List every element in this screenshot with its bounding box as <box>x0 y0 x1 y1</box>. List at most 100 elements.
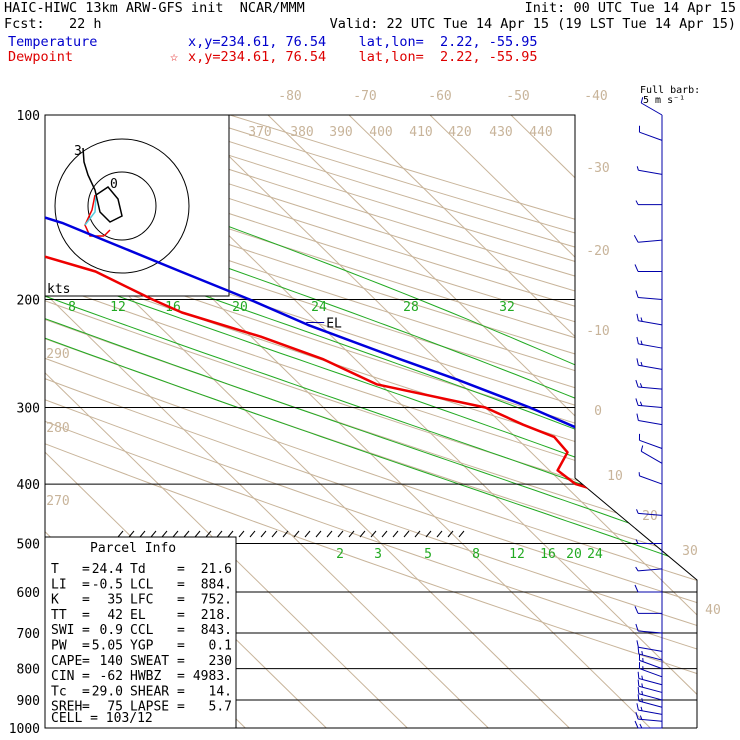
theta-label: 410 <box>409 125 432 140</box>
parcel-equals: = <box>177 623 185 638</box>
dry-adiabat <box>45 115 697 728</box>
moist-adiabat <box>45 115 697 728</box>
wind-barb <box>638 364 663 370</box>
mixing-ratio-label: 2 <box>336 547 344 562</box>
hatch-mark <box>447 530 454 538</box>
wind-barb-feather <box>637 686 640 694</box>
mixing-ratio-label: 20 <box>566 547 582 562</box>
hodograph-cyan-trace <box>84 194 97 226</box>
isotherm-label: -60 <box>428 89 451 104</box>
parcel-param-name: LI <box>51 577 67 592</box>
pressure-label: 600 <box>17 586 40 601</box>
wind-barb <box>638 404 663 408</box>
wind-barb <box>638 320 663 326</box>
wind-barb <box>639 668 663 678</box>
isotherm-label: 20 <box>642 509 658 524</box>
parcel-param-name: CAPE <box>51 654 82 669</box>
dewpoint-star-icon: ☆ <box>170 49 179 65</box>
parcel-equals: = <box>82 684 90 699</box>
pressure-label: 700 <box>17 627 40 642</box>
wind-barb-half-feather <box>640 317 643 322</box>
parcel-param-name: SWEAT <box>130 654 169 669</box>
parcel-param-name: SREH <box>51 700 82 715</box>
wind-barb-half-feather <box>640 706 643 711</box>
parcel-equals: = <box>177 562 185 577</box>
wind-barb-feather <box>636 703 639 711</box>
hatch-mark <box>128 530 135 538</box>
dry-adiabat <box>45 115 697 728</box>
parcel-param-value: 42 <box>107 608 123 623</box>
wind-barb-half-feather <box>636 166 639 171</box>
wind-barb-feather <box>635 290 639 298</box>
parcel-cell: CELL = 103/12 <box>51 711 153 726</box>
wind-barb-half-feather <box>635 200 639 205</box>
mixing-ratio-line <box>736 484 740 728</box>
hatch-mark <box>183 530 190 538</box>
forecast-hour: Fcst: 22 h <box>4 16 102 32</box>
isotherm-label: 40 <box>705 603 721 618</box>
hatch-mark <box>161 530 168 538</box>
parcel-param-name: HWBZ <box>130 669 161 684</box>
theta-label: 420 <box>448 125 471 140</box>
wind-barb-feather <box>640 97 644 104</box>
parcel-param-name: PW <box>51 639 67 654</box>
hatch-mark <box>139 530 146 538</box>
parcel-param-value: 230 <box>209 654 232 669</box>
level-label-el: EL <box>326 316 342 331</box>
parcel-param-name: SWI <box>51 623 74 638</box>
moist-adiabat-label: 20 <box>232 300 248 315</box>
wind-barb-feather <box>640 445 644 452</box>
parcel-param-name: K <box>51 593 59 608</box>
moist-adiabat <box>45 115 697 728</box>
pressure-label: 800 <box>17 663 40 678</box>
moist-adiabat-label: 8 <box>68 300 76 315</box>
parcel-param-name: SHEAR <box>130 684 169 699</box>
parcel-param-name: LAPSE <box>130 700 169 715</box>
wind-barb <box>638 700 663 708</box>
theta-label: 280 <box>46 421 69 436</box>
wind-barb <box>638 678 663 686</box>
dewpoint-location: x,y=234.61, 76.54 lat,lon= 2.22, -55.95 <box>188 49 538 65</box>
wind-barb-half-feather <box>639 723 643 729</box>
hatch-mark <box>304 530 311 538</box>
hatch-mark <box>271 530 278 538</box>
wind-barb <box>638 239 663 243</box>
parcel-equals: = <box>82 562 90 577</box>
mixing-ratio-label: 24 <box>587 547 603 562</box>
parcel-param-name: Tc <box>51 684 67 699</box>
hatch-mark <box>414 530 421 538</box>
dry-adiabat <box>45 115 697 728</box>
parcel-param-value: 752. <box>201 593 232 608</box>
parcel-param-value: 21.6 <box>201 562 232 577</box>
moist-adiabat <box>45 115 697 728</box>
hatch-mark <box>337 530 344 538</box>
dry-adiabat <box>45 115 697 728</box>
parcel-param-value: 35 <box>107 593 123 608</box>
dry-adiabat <box>45 115 697 728</box>
pressure-label: 900 <box>17 694 40 709</box>
wind-barb <box>638 568 663 572</box>
parcel-equals: = <box>177 669 185 684</box>
isotherm-line <box>429 115 697 728</box>
parcel-equals: = <box>177 654 185 669</box>
wind-barb <box>639 131 663 141</box>
valid-time: Valid: 22 UTC Tue 14 Apr 15 (19 LST Tue … <box>329 16 736 32</box>
hatch-mark <box>216 530 223 538</box>
wind-barb-feather <box>636 413 639 421</box>
hatch-mark <box>403 530 410 538</box>
wind-barb <box>638 343 663 349</box>
wind-barb-half-feather <box>639 383 643 388</box>
wind-barb-half-feather <box>640 340 643 345</box>
isotherm-label: 10 <box>607 469 623 484</box>
hatch-mark <box>117 530 124 538</box>
hodograph-marker: 3 <box>74 144 82 159</box>
hodograph-ring-outer <box>54 138 190 274</box>
parcel-equals: = <box>82 593 90 608</box>
parcel-param-value: 0.9 <box>100 623 123 638</box>
wind-barb-feather <box>635 712 639 720</box>
wind-barb <box>640 450 663 464</box>
wind-barb-feather <box>634 606 639 614</box>
moist-adiabat-label: 12 <box>110 300 126 315</box>
isotherm-label: 30 <box>682 544 698 559</box>
dry-adiabat <box>45 115 697 728</box>
